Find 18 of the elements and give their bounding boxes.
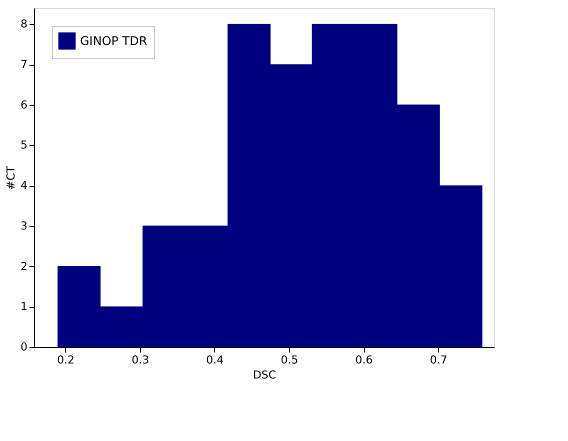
y-axis-title: #CT	[4, 166, 18, 190]
x-tick-label: 0.6	[355, 354, 373, 366]
x-tick-label: 0.4	[206, 354, 224, 366]
x-tick-label: 0.7	[430, 354, 448, 366]
x-tick-label: 0.3	[132, 354, 150, 366]
y-tick-label: 3	[20, 219, 28, 232]
y-tick-label: 1	[20, 300, 28, 314]
y-tick-label: 4	[20, 179, 28, 192]
x-axis-title: DSC	[252, 368, 276, 382]
x-tick-label: 0.5	[280, 354, 298, 366]
y-tick-label: 5	[20, 138, 28, 152]
y-tick-label: 0	[20, 340, 28, 354]
y-tick-label: 7	[20, 58, 28, 71]
legend-label: GINOP TDR	[80, 34, 148, 48]
x-tick-label: 0.2	[57, 354, 75, 366]
y-tick-label: 8	[20, 18, 28, 31]
y-tick-label: 2	[20, 260, 28, 273]
y-tick-label: 6	[20, 98, 28, 112]
